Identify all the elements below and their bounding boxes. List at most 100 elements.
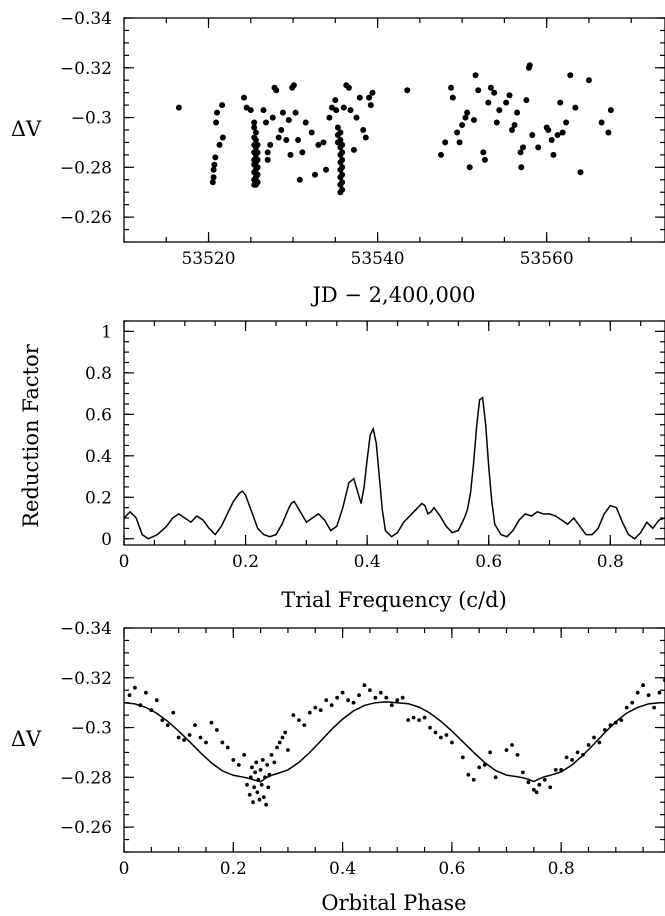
data-point [400, 695, 405, 700]
plot-frame [123, 320, 665, 546]
x-axis-label: Orbital Phase [321, 891, 466, 915]
y-axis-label: ΔV [11, 117, 42, 141]
data-point [575, 750, 580, 755]
data-point [133, 685, 137, 690]
data-point [260, 758, 265, 762]
data-point [254, 171, 261, 178]
data-point [514, 109, 521, 116]
data-point [439, 735, 443, 740]
data-point [657, 690, 662, 695]
data-point [216, 141, 223, 148]
data-point [262, 795, 266, 800]
data-point [154, 698, 159, 703]
data-point [269, 753, 274, 757]
periodogram-series [123, 396, 665, 540]
data-point [160, 718, 165, 722]
data-point [526, 780, 531, 785]
data-point [211, 161, 218, 168]
data-point [577, 169, 584, 176]
data-point [548, 785, 553, 790]
data-point [275, 745, 279, 750]
y-tick-label: 0.6 [85, 405, 112, 425]
data-point [462, 114, 469, 121]
axis-ticks [123, 17, 665, 243]
data-point [326, 114, 333, 121]
data-point [339, 156, 346, 163]
data-point [247, 792, 252, 797]
data-point [481, 156, 488, 163]
data-point [422, 715, 427, 720]
data-point [366, 94, 373, 101]
data-point [471, 777, 476, 782]
data-point [253, 770, 258, 775]
axis-ticks [123, 627, 665, 853]
data-point [521, 770, 525, 775]
data-point [182, 738, 187, 742]
data-point [144, 690, 148, 695]
data-point [254, 141, 261, 148]
data-point [219, 134, 226, 141]
data-point [318, 708, 323, 712]
data-point [652, 705, 656, 710]
y-tick-label: −0.32 [60, 669, 112, 689]
x-tick-label: 0.4 [354, 552, 381, 572]
data-point [567, 72, 574, 79]
data-point [485, 99, 492, 106]
y-tick-label: 1 [101, 322, 112, 342]
data-point [517, 149, 524, 156]
data-point [619, 718, 624, 722]
y-tick-label: 0.2 [85, 488, 112, 508]
data-point [537, 782, 542, 787]
data-point [212, 154, 219, 161]
data-point [564, 755, 569, 760]
data-point [283, 730, 288, 735]
data-point [493, 119, 500, 126]
data-point [360, 127, 367, 133]
data-point [368, 688, 372, 693]
data-point [279, 109, 286, 116]
data-point [273, 87, 280, 94]
data-point [607, 107, 614, 114]
data-point [283, 137, 290, 143]
data-point [252, 137, 259, 143]
data-point [337, 137, 344, 143]
data-point [369, 89, 376, 96]
data-point [269, 114, 276, 121]
data-point [545, 127, 552, 133]
data-point [263, 119, 269, 126]
data-point [456, 139, 463, 146]
data-point [210, 174, 217, 181]
y-tick-label: −0.32 [60, 59, 112, 79]
data-points [123, 678, 665, 807]
data-point [315, 141, 322, 148]
data-point [339, 171, 346, 178]
data-point [264, 802, 268, 807]
x-tick-label: 53540 [351, 249, 405, 269]
data-point [491, 89, 498, 96]
data-point [466, 772, 471, 777]
x-tick-label: 0.2 [232, 552, 259, 572]
axis-ticks [123, 320, 665, 545]
data-point [346, 698, 350, 703]
data-point [384, 695, 389, 700]
data-point [362, 683, 367, 688]
data-point [635, 690, 640, 695]
y-tick-label: 0.4 [85, 447, 112, 467]
data-point [333, 107, 340, 114]
data-point [254, 149, 261, 156]
data-point [247, 107, 254, 114]
data-point [231, 758, 236, 762]
data-point [287, 151, 294, 158]
data-point [295, 137, 302, 143]
plot-frame [123, 17, 665, 243]
y-axis-label: Reduction Factor [19, 343, 43, 527]
data-point [510, 743, 514, 747]
data-point [252, 785, 256, 790]
data-point [254, 179, 261, 186]
phased-light-curve-panel: 0 0.2 0.4 0.6 0.8 −0.34 −0.32 −0.3 −0.28 −0.26 Or… [11, 619, 665, 915]
data-point [389, 703, 394, 708]
data-point [292, 109, 299, 116]
data-point [250, 765, 254, 770]
data-point [187, 733, 192, 737]
